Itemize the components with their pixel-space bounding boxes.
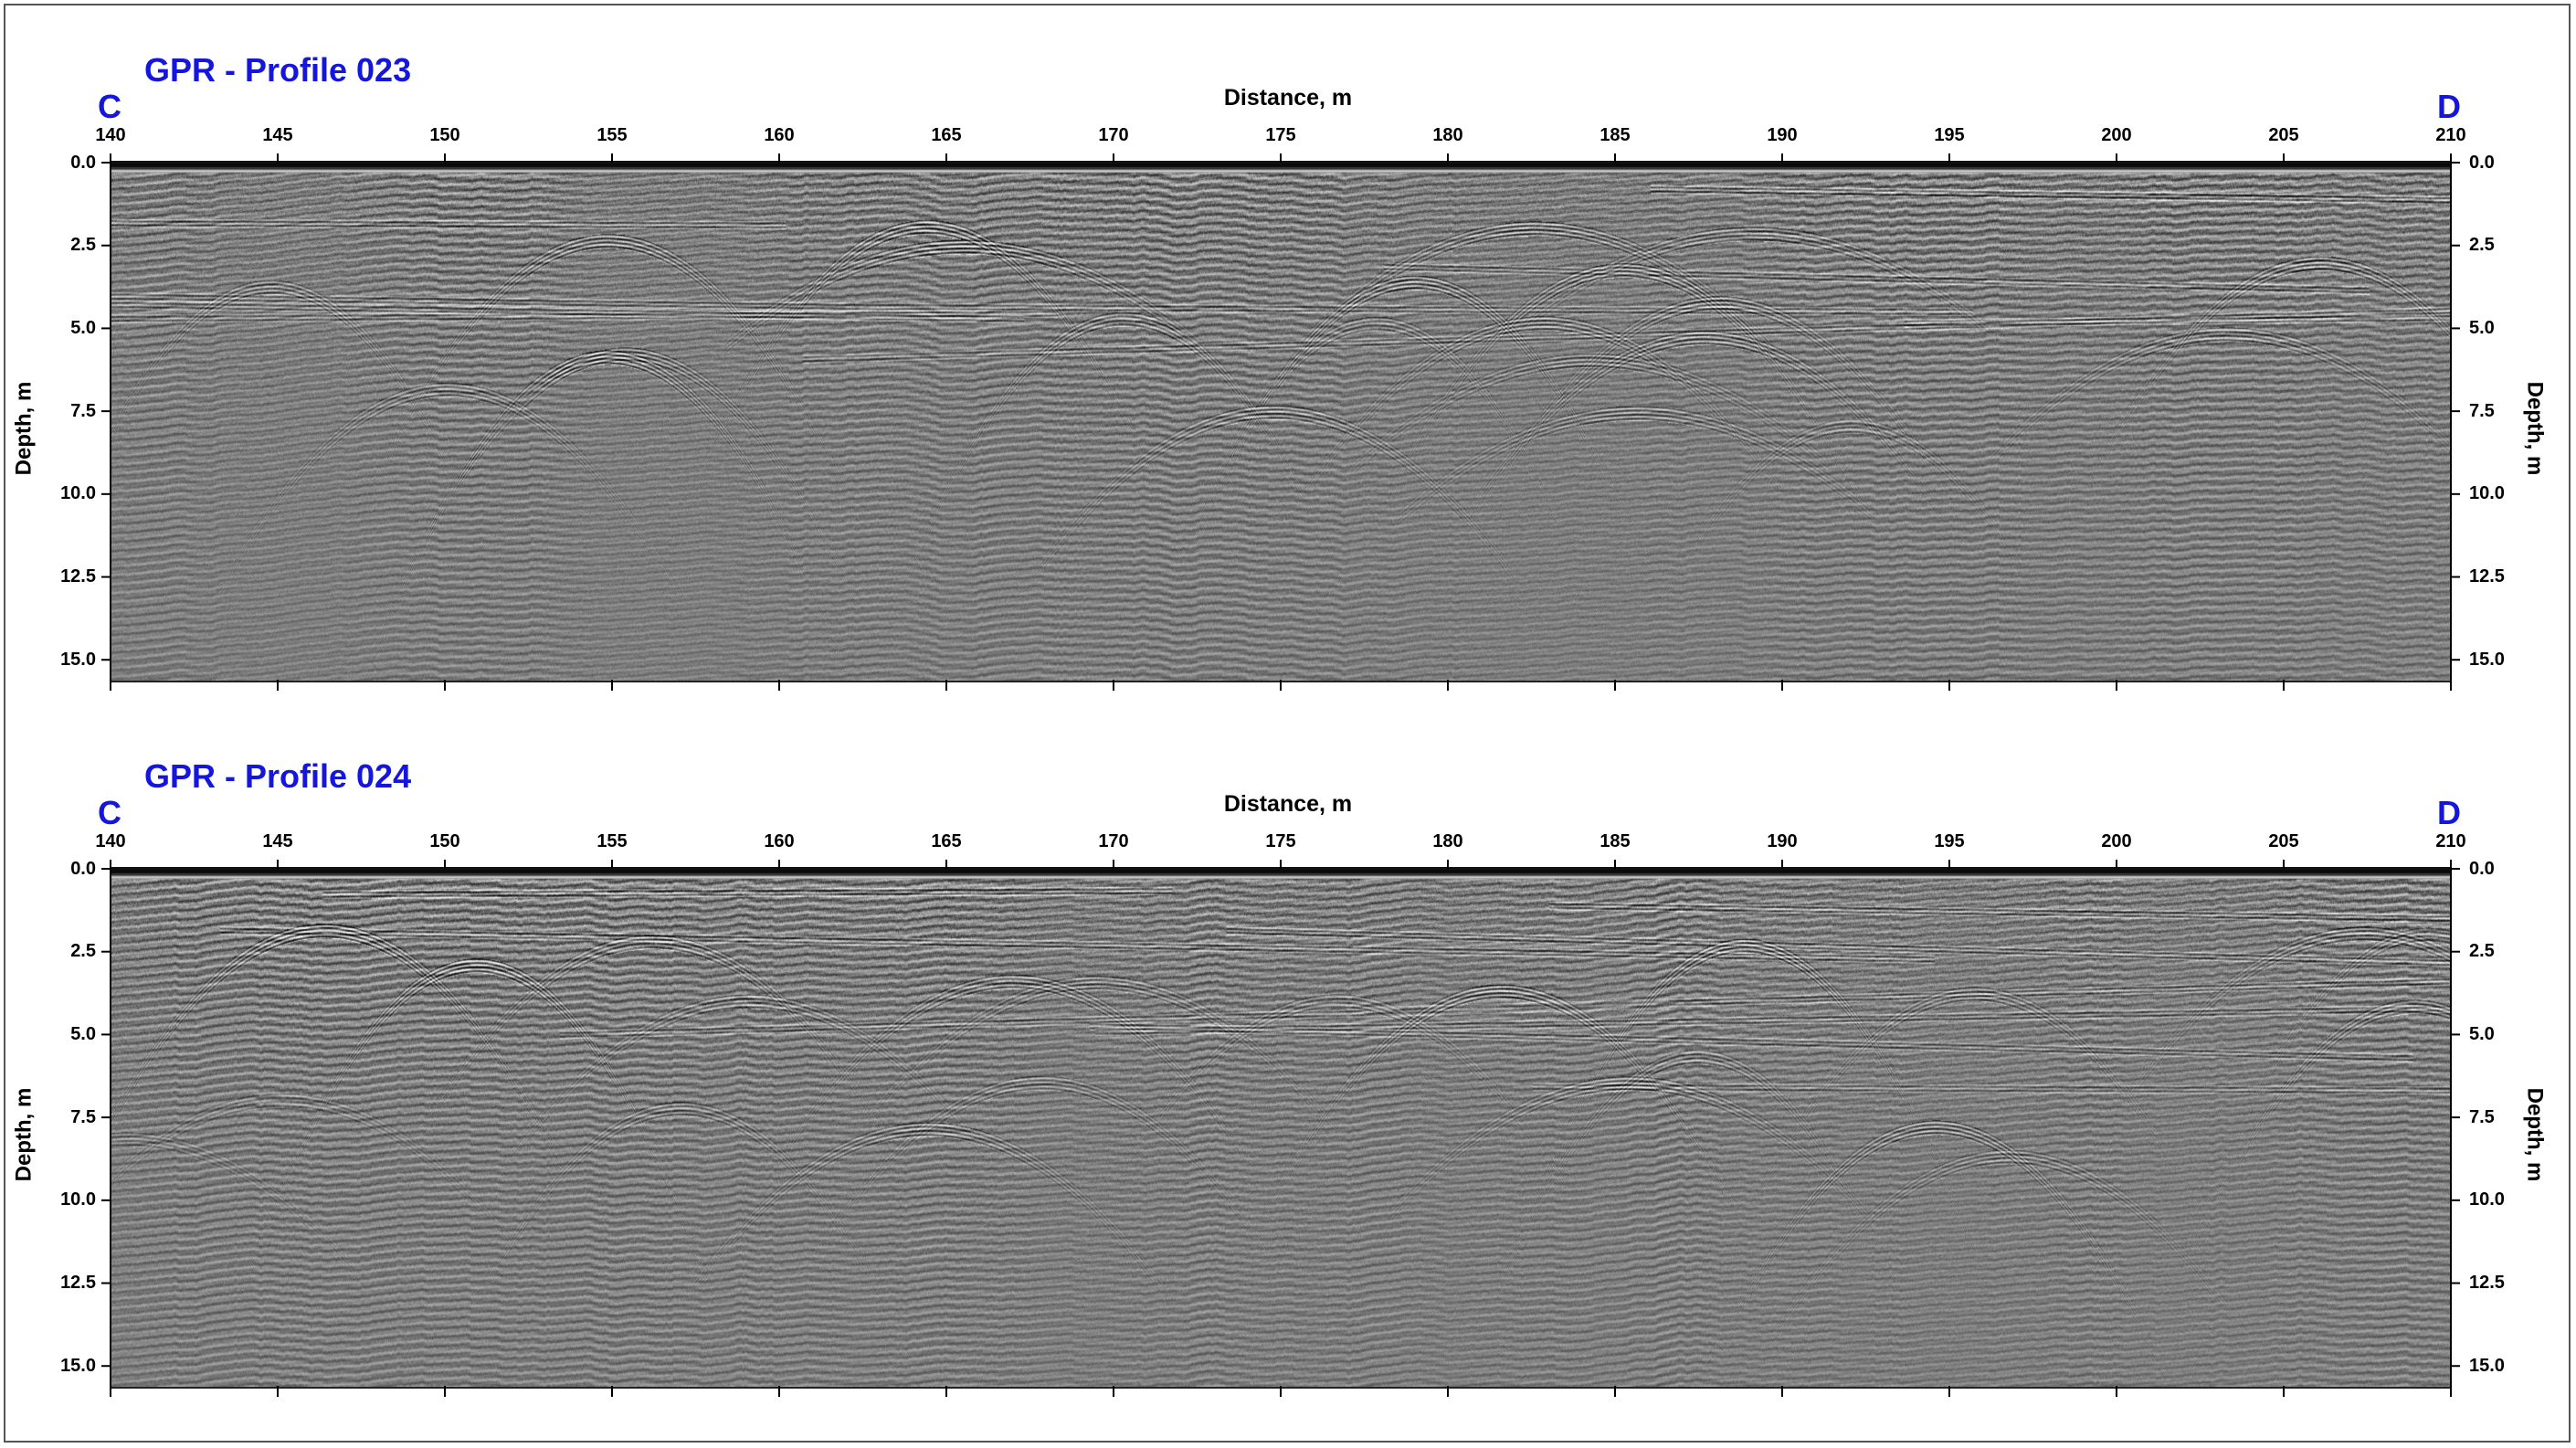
x-tick-label: 165 <box>931 125 962 145</box>
axes <box>101 153 2460 691</box>
x-tick-label: 165 <box>931 831 962 851</box>
y-tick-label-left: 12.5 <box>60 566 96 587</box>
y-tick-label-left: 7.5 <box>70 1106 96 1127</box>
y-tick-label-left: 10.0 <box>60 1189 96 1210</box>
y-tick-label-right: 12.5 <box>2469 566 2505 587</box>
x-tick-label: 140 <box>95 831 126 851</box>
radargram-image <box>111 164 2451 681</box>
radargram <box>111 161 2451 682</box>
y-tick-label-left: 15.0 <box>60 1355 96 1376</box>
y-tick-label-left: 12.5 <box>60 1273 96 1294</box>
x-tick-label: 190 <box>1767 831 1798 851</box>
x-tick-label: 195 <box>1934 125 1965 145</box>
y-tick-label-right: 5.0 <box>2469 1023 2495 1044</box>
x-tick-label: 175 <box>1265 831 1296 851</box>
y-tick-label-right: 2.5 <box>2469 235 2495 256</box>
y-tick-label-left: 5.0 <box>70 1023 96 1044</box>
y-tick-label-right: 10.0 <box>2469 483 2505 504</box>
start-marker-label: C <box>98 794 121 831</box>
x-tick-label: 145 <box>262 125 293 145</box>
y-tick-label-right: 12.5 <box>2469 1273 2505 1294</box>
y-tick-label-left: 7.5 <box>70 400 96 421</box>
y-tick-label-left: 2.5 <box>70 941 96 962</box>
x-tick-label: 175 <box>1265 125 1296 145</box>
x-tick-label: 200 <box>2101 125 2132 145</box>
x-tick-label: 150 <box>429 831 460 851</box>
x-tick-label: 205 <box>2268 125 2299 145</box>
x-axis-title: Distance, m <box>1223 85 1353 111</box>
x-tick-label: 160 <box>764 125 795 145</box>
x-tick-label: 185 <box>1599 831 1631 851</box>
y-tick-label-right: 10.0 <box>2469 1189 2505 1210</box>
y-tick-label-right: 5.0 <box>2469 317 2495 338</box>
y-tick-label-left: 10.0 <box>60 483 96 504</box>
x-tick-label: 155 <box>596 125 628 145</box>
chart-title: GPR - Profile 023 <box>144 51 412 89</box>
x-tick-label: 195 <box>1934 831 1965 851</box>
chart-title: GPR - Profile 024 <box>144 757 412 795</box>
y-tick-label-right: 7.5 <box>2469 1106 2495 1127</box>
x-tick-label: 190 <box>1767 125 1798 145</box>
y-tick-label-left: 5.0 <box>70 317 96 338</box>
profile-023-panel: GPR - Profile 023 C D Distance, m Depth,… <box>0 0 2576 694</box>
y-tick-label-right: 15.0 <box>2469 649 2505 670</box>
x-tick-label: 170 <box>1098 125 1129 145</box>
x-tick-label: 210 <box>2435 125 2466 145</box>
start-marker-label: C <box>98 88 121 125</box>
x-tick-label: 210 <box>2435 831 2466 851</box>
x-tick-label: 160 <box>764 831 795 851</box>
x-axis-title: Distance, m <box>1223 791 1353 817</box>
x-tick-label: 155 <box>596 831 628 851</box>
y-tick-label-left: 2.5 <box>70 235 96 256</box>
x-tick-label: 200 <box>2101 831 2132 851</box>
y-tick-label-right: 15.0 <box>2469 1355 2505 1376</box>
y-tick-label-right: 0.0 <box>2469 152 2495 173</box>
x-tick-label: 150 <box>429 125 460 145</box>
end-marker-label: D <box>2437 88 2461 125</box>
axes <box>101 860 2460 1397</box>
x-tick-label: 145 <box>262 831 293 851</box>
profile-024-panel: GPR - Profile 024 C D Distance, m Depth,… <box>0 706 2576 1400</box>
radargram <box>111 867 2451 1389</box>
y-tick-label-right: 0.0 <box>2469 858 2495 879</box>
end-marker-label: D <box>2437 794 2461 831</box>
radargram-image <box>111 870 2451 1387</box>
x-tick-label: 185 <box>1599 125 1631 145</box>
y-tick-label-right: 2.5 <box>2469 941 2495 962</box>
x-tick-label: 180 <box>1432 125 1463 145</box>
y-tick-label-left: 0.0 <box>70 152 96 173</box>
x-tick-label: 140 <box>95 125 126 145</box>
y-tick-label-left: 15.0 <box>60 649 96 670</box>
x-tick-label: 180 <box>1432 831 1463 851</box>
x-tick-label: 170 <box>1098 831 1129 851</box>
x-tick-label: 205 <box>2268 831 2299 851</box>
y-tick-label-right: 7.5 <box>2469 400 2495 421</box>
y-tick-label-left: 0.0 <box>70 858 96 879</box>
